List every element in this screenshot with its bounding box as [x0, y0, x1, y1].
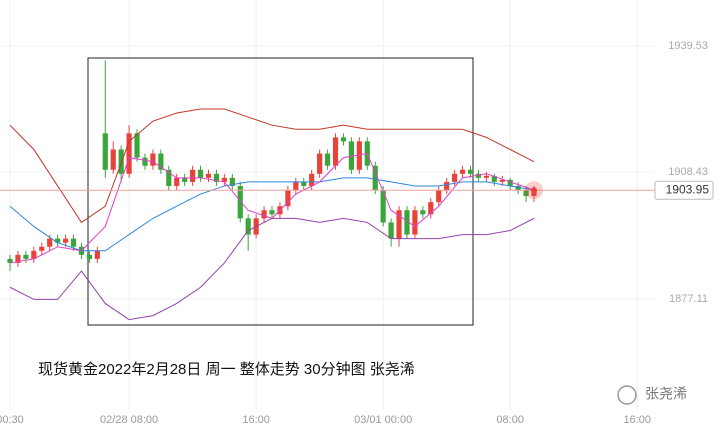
grid [0, 0, 655, 410]
candle-body [86, 254, 92, 259]
candle-body [372, 165, 378, 191]
candle-body [166, 169, 172, 186]
candle-body [62, 238, 69, 243]
candle-body [301, 181, 307, 186]
indicator-line [9, 177, 535, 252]
candle-body [293, 181, 299, 191]
candle-body [126, 133, 132, 174]
candle-body [483, 175, 489, 178]
candle-body [205, 173, 212, 178]
y-tick-label: 1877.11 [669, 293, 708, 305]
candle-body [7, 258, 13, 263]
candle-body [94, 250, 100, 259]
candle-body [324, 153, 331, 166]
x-tick-label: 02/28 08:00 [100, 414, 158, 426]
candle-body [412, 210, 418, 235]
candle-body [332, 137, 339, 166]
candle-body [142, 157, 148, 166]
x-tick-label: 03/01 00:00 [354, 414, 412, 426]
candle-body [174, 177, 180, 186]
indicator-line [9, 152, 535, 264]
candle-body [340, 137, 347, 142]
candle-body [317, 153, 323, 174]
candle-body [499, 179, 505, 182]
candle-body [47, 238, 53, 247]
candle-body [420, 210, 426, 215]
candle-body [348, 141, 354, 170]
last-price-box [654, 180, 714, 200]
y-tick-label: 1939.53 [668, 40, 708, 52]
watermark: 张尧浠 [645, 386, 687, 402]
candle-body [158, 153, 164, 170]
candle-body [475, 173, 482, 178]
x-tick-label: 00:30 [0, 414, 24, 426]
candle-body [221, 177, 227, 182]
candle-body [190, 169, 196, 182]
candle-body [55, 238, 61, 243]
candle-body [507, 179, 513, 186]
candle-body [436, 190, 442, 203]
candle-body [23, 254, 29, 259]
candle-body [245, 218, 251, 235]
candle-body [237, 185, 243, 219]
candle-body [70, 238, 77, 247]
candle-body [31, 250, 37, 259]
annotation-box [87, 57, 474, 326]
candle-body [197, 169, 204, 178]
candle-body [269, 210, 275, 215]
candle-body [467, 169, 474, 174]
last-price-dot [531, 187, 538, 194]
candle-body [515, 185, 521, 191]
candle-body [396, 210, 402, 239]
candle-body [150, 153, 156, 166]
candle-body [182, 177, 188, 182]
candle-body [452, 173, 458, 182]
candle-body [380, 190, 386, 223]
candle-body [285, 190, 291, 207]
candle-body [213, 173, 220, 182]
candle-body [428, 202, 434, 215]
candle-body [102, 133, 108, 170]
watermark-icon [617, 385, 637, 405]
x-tick-label: 16:00 [623, 414, 651, 426]
candle-body [15, 254, 21, 263]
candle-body [444, 181, 450, 191]
last-price-label: 1903.95 [666, 182, 710, 196]
candle-body [110, 149, 116, 170]
candle-body [309, 173, 315, 186]
candle-body [356, 141, 362, 170]
candle-body [39, 246, 45, 251]
candle-body [491, 175, 497, 182]
candle-body [229, 177, 235, 186]
chart-title: 现货黄金2022年2月28日 周一 整体走势 30分钟图 张尧浠 [38, 361, 415, 378]
indicator-line [9, 108, 535, 224]
candle-body [134, 133, 140, 158]
candle-body [523, 190, 529, 197]
plot [0, 60, 655, 321]
candle-body [388, 222, 394, 239]
y-tick-label: 1908.43 [668, 166, 708, 178]
candle-body [261, 210, 267, 219]
x-tick-label: 16:00 [242, 414, 270, 426]
x-tick-label: 08:00 [496, 414, 524, 426]
candle-body [404, 210, 410, 235]
candle-body [459, 169, 466, 174]
